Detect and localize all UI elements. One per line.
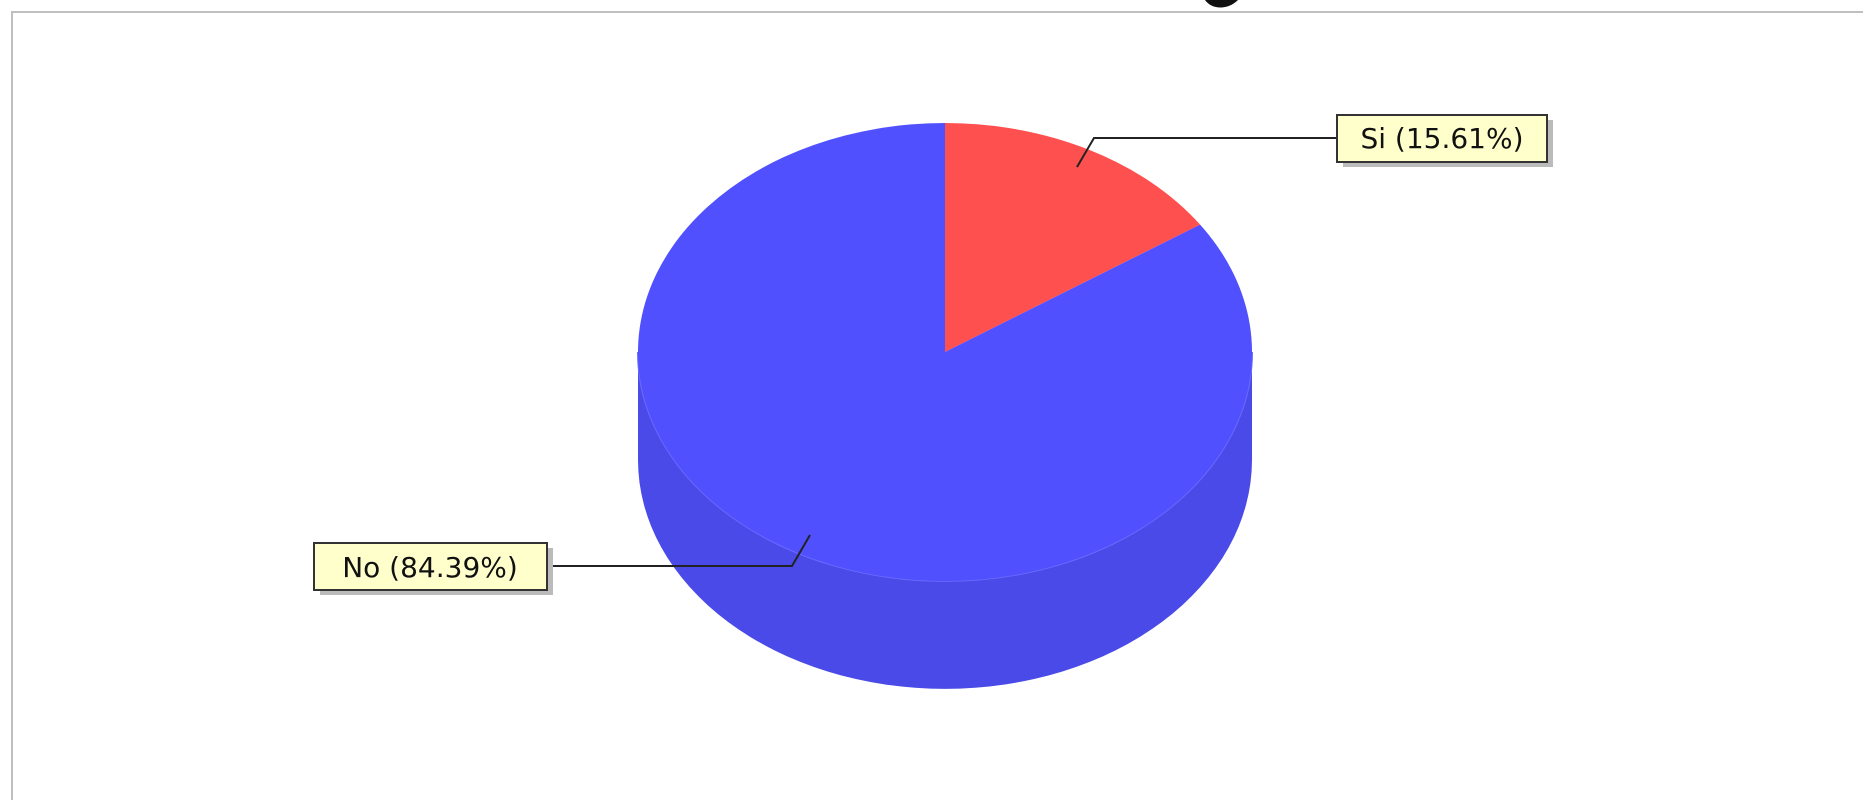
label-si-text: Si (15.61%): [1360, 122, 1523, 155]
title-glyph-fragment: [1205, 0, 1238, 8]
leader-line-si: [1076, 137, 1337, 168]
label-si-box: [1336, 114, 1548, 163]
label-si: Si (15.61%): [1336, 114, 1553, 167]
pie-slice-si: [945, 123, 1201, 352]
label-no-text: No (84.39%): [342, 551, 518, 584]
label-no: No (84.39%): [313, 542, 553, 595]
pie-slice-no: [638, 123, 1252, 581]
leader-line-no: [553, 534, 811, 567]
pie-top: [638, 123, 1252, 581]
label-no-box: [313, 542, 548, 591]
pie-side-no: [638, 352, 1252, 689]
